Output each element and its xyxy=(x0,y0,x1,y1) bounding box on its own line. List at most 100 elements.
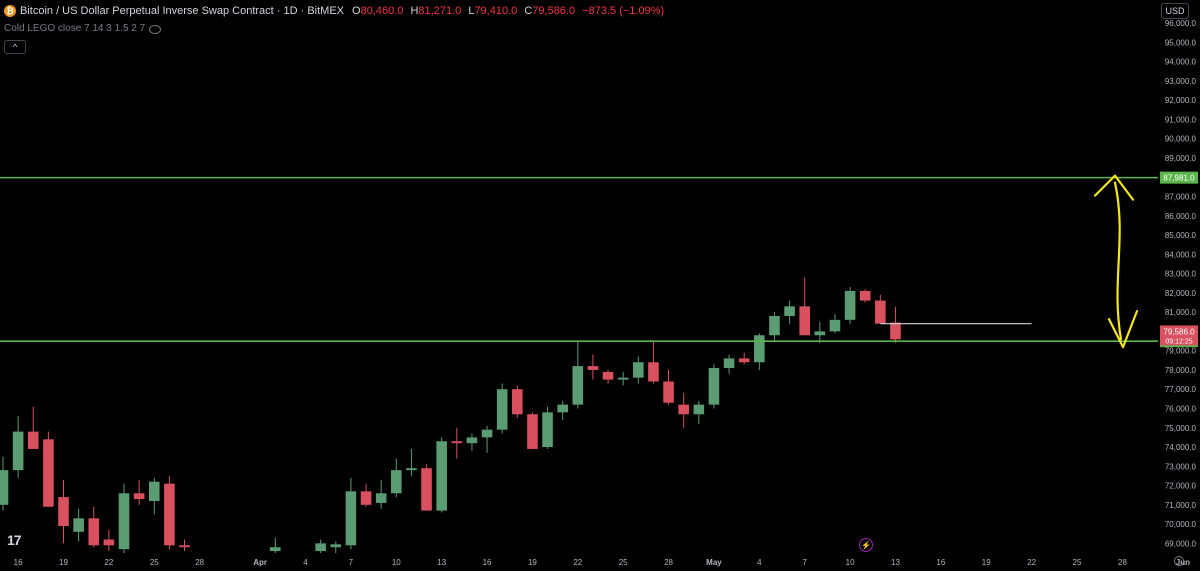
candle-body xyxy=(330,544,342,548)
candle-body xyxy=(481,429,493,438)
candle[interactable] xyxy=(330,541,342,553)
candle[interactable] xyxy=(12,416,24,478)
time-tick-label: 13 xyxy=(891,558,900,567)
candle[interactable] xyxy=(602,369,614,384)
time-tick-label: 28 xyxy=(1118,558,1127,567)
candle[interactable] xyxy=(875,294,886,324)
candle[interactable] xyxy=(859,289,871,303)
candle[interactable] xyxy=(663,369,674,405)
candle[interactable] xyxy=(829,314,841,334)
candle[interactable] xyxy=(648,341,659,384)
price-tick-label: 69,000.0 xyxy=(1165,539,1197,548)
candle-body xyxy=(148,481,160,501)
collapse-button[interactable]: ^ xyxy=(4,40,26,54)
level-price-label: 87,981.0 xyxy=(1163,174,1195,183)
candle[interactable] xyxy=(27,406,39,449)
currency-button[interactable]: USD xyxy=(1161,3,1189,19)
flash-icon[interactable]: ⚡ xyxy=(859,538,873,552)
candle-body xyxy=(315,543,326,552)
candle[interactable] xyxy=(542,406,553,449)
candle-body xyxy=(88,518,100,546)
candle[interactable] xyxy=(345,477,357,550)
candle[interactable] xyxy=(133,479,145,505)
time-tick-label: May xyxy=(706,558,722,567)
candle[interactable] xyxy=(708,364,720,409)
candle-body xyxy=(784,306,795,316)
open-label: O xyxy=(352,5,361,17)
candle[interactable] xyxy=(784,300,795,324)
candle[interactable] xyxy=(481,425,493,453)
candle[interactable] xyxy=(0,456,9,511)
candle-body xyxy=(859,290,871,301)
candle[interactable] xyxy=(73,508,84,542)
candle[interactable] xyxy=(315,539,326,553)
candle-body xyxy=(799,306,811,336)
candle[interactable] xyxy=(148,477,160,515)
candle[interactable] xyxy=(693,400,705,424)
eye-icon[interactable] xyxy=(149,24,162,34)
price-tick-label: 93,000.0 xyxy=(1165,77,1197,86)
candle[interactable] xyxy=(572,341,584,409)
candle-body xyxy=(678,404,689,415)
candle[interactable] xyxy=(890,306,901,343)
candle-body xyxy=(648,362,659,382)
candle[interactable] xyxy=(512,385,523,419)
chart-legend: ₿ Bitcoin / US Dollar Perpetual Inverse … xyxy=(4,4,668,54)
candle[interactable] xyxy=(844,287,856,324)
time-axis[interactable]: 16 19 22 25 28 Apr 4 7 10 13 16 19 22 25 28 May 4 7 10 13 16… xyxy=(0,553,1190,571)
candle[interactable] xyxy=(496,383,508,434)
annotation-arrow-head-top xyxy=(1093,174,1135,201)
price-tick-label: 90,000.0 xyxy=(1165,135,1197,144)
candle[interactable] xyxy=(769,312,780,342)
change-value: −873.5 (−1.09%) xyxy=(582,5,665,17)
candle[interactable] xyxy=(633,356,644,384)
symbol-title[interactable]: Bitcoin / US Dollar Perpetual Inverse Sw… xyxy=(20,5,345,17)
price-axis[interactable]: 69,000.0 70,000.0 71,000.0 72,000.0 73,000.0… xyxy=(1158,0,1200,571)
candle[interactable] xyxy=(406,448,417,476)
candle[interactable] xyxy=(375,479,387,509)
time-axis-bg xyxy=(0,553,1158,571)
candle[interactable] xyxy=(118,483,130,553)
candle[interactable] xyxy=(58,479,69,544)
low-value: 79,410.0 xyxy=(474,5,518,17)
candle-body xyxy=(390,470,402,494)
high-label: H xyxy=(410,5,419,17)
price-tick-label: 83,000.0 xyxy=(1165,270,1197,279)
ohlc-values: O80,460.0 H81,271.0 L79,410.0 C79,586.0 … xyxy=(352,4,668,18)
candle[interactable] xyxy=(466,433,478,451)
candle[interactable] xyxy=(451,427,463,459)
candle[interactable] xyxy=(617,371,629,386)
time-tick-label: 28 xyxy=(664,558,673,567)
candle-body xyxy=(557,404,568,413)
candle[interactable] xyxy=(43,431,54,507)
candle[interactable] xyxy=(799,277,811,336)
candle[interactable] xyxy=(360,483,372,507)
candle[interactable] xyxy=(678,393,689,428)
candle[interactable] xyxy=(587,354,599,380)
candle[interactable] xyxy=(723,354,735,374)
candle-body xyxy=(133,493,145,500)
close-value: 79,586.0 xyxy=(532,5,576,17)
price-tick-label: 87,000.0 xyxy=(1165,193,1197,202)
candle[interactable] xyxy=(164,475,175,550)
candle[interactable] xyxy=(527,412,538,449)
candle[interactable] xyxy=(179,539,190,552)
candle[interactable] xyxy=(814,321,826,343)
candle-body xyxy=(708,368,720,405)
tradingview-logo[interactable]: 17 xyxy=(7,532,22,548)
annotation-arrow-shaft xyxy=(1113,181,1123,341)
candle[interactable] xyxy=(557,400,568,421)
price-tick-label: 70,000.0 xyxy=(1165,520,1197,529)
indicator-label[interactable]: Cold LEGO close 7 14 3 1.5 2 7 xyxy=(4,23,146,34)
candle[interactable] xyxy=(88,506,100,548)
candle[interactable] xyxy=(436,437,447,513)
candle[interactable] xyxy=(738,352,750,365)
price-tick-label: 89,000.0 xyxy=(1165,154,1197,163)
candle[interactable] xyxy=(754,333,765,370)
gear-icon[interactable] xyxy=(1174,556,1184,566)
candle[interactable] xyxy=(269,537,281,553)
candle[interactable] xyxy=(421,464,432,511)
candle[interactable] xyxy=(103,529,115,552)
candle[interactable] xyxy=(390,458,402,498)
